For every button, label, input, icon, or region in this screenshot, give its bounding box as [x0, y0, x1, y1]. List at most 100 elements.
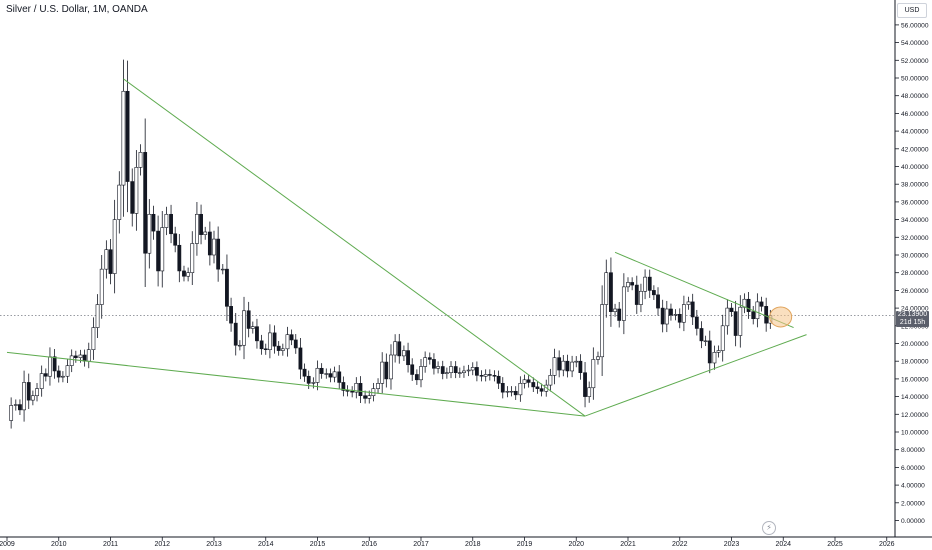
currency-button[interactable]: USD	[897, 3, 927, 18]
candle-body	[39, 373, 44, 389]
candle-body	[341, 382, 346, 391]
candle-body	[56, 370, 61, 378]
candle-body	[280, 348, 285, 351]
candle-body	[570, 361, 575, 372]
candle-body	[48, 356, 52, 377]
candle-body	[195, 213, 199, 244]
trendline[interactable]	[584, 334, 807, 417]
y-tick-label: 32.00000	[901, 235, 929, 242]
candle-body	[250, 326, 255, 329]
candle-body	[617, 308, 622, 321]
candle-body	[609, 272, 613, 312]
candle-body	[151, 213, 156, 232]
candle-body	[233, 322, 238, 346]
y-tick-label: 0.00000	[901, 518, 925, 525]
candle-body	[311, 382, 316, 384]
candle-body	[596, 356, 600, 360]
candle-body	[86, 349, 91, 362]
candle-body	[634, 284, 639, 305]
candle-body	[604, 272, 609, 305]
y-tick-label: 28.00000	[901, 270, 929, 277]
candle-body	[522, 379, 527, 384]
highlight-ellipse[interactable]	[769, 306, 793, 328]
y-tick-label: 12.00000	[901, 412, 929, 419]
candle-body	[255, 326, 259, 342]
x-tick-label: 2022	[672, 541, 688, 548]
trendline[interactable]	[6, 351, 586, 417]
candle-body	[535, 386, 540, 389]
candle-body	[496, 375, 501, 384]
y-axis-ticks: 0.00000 2.00000 4.00000 6.00000 8.00000 10.00…	[895, 22, 929, 525]
candle-body	[436, 366, 440, 369]
candle-body	[410, 364, 415, 375]
candle-body	[746, 298, 751, 312]
candle-body	[440, 366, 445, 374]
y-tick-label: 8.00000	[901, 447, 925, 454]
x-tick-label: 2010	[51, 541, 67, 548]
candle-body	[397, 341, 402, 357]
candle-body	[487, 374, 492, 376]
y-tick-label: 6.00000	[901, 465, 925, 472]
candle-body	[354, 383, 359, 393]
candle-body	[82, 354, 87, 362]
trendline[interactable]	[123, 78, 586, 417]
candle-body	[18, 404, 22, 411]
candle-body	[557, 357, 562, 371]
candle-body	[651, 290, 656, 296]
x-tick-label: 2020	[568, 541, 584, 548]
candle-body	[225, 268, 229, 307]
candle-body	[26, 382, 31, 401]
candle-body	[764, 306, 769, 324]
candle-body	[186, 272, 191, 277]
candle-body	[664, 308, 669, 325]
x-tick-label: 2016	[361, 541, 377, 548]
candle-body	[738, 306, 743, 336]
candle-body	[690, 301, 695, 318]
candle-body	[130, 181, 135, 214]
candle-body	[591, 359, 596, 389]
candle-body	[656, 294, 660, 309]
x-tick-label: 2018	[465, 541, 481, 548]
candle-body	[681, 304, 686, 323]
candle-body	[712, 352, 717, 364]
candle-body	[630, 282, 635, 286]
trendlines[interactable]	[6, 78, 807, 417]
y-tick-label: 52.00000	[901, 58, 929, 65]
candle-body	[35, 388, 39, 397]
candle-body	[345, 390, 350, 392]
lightning-icon[interactable]: ⚡	[762, 521, 776, 535]
candle-body	[78, 354, 83, 358]
candle-body	[169, 213, 173, 235]
candle-body	[367, 395, 372, 399]
candle-body	[319, 367, 324, 374]
candle-body	[539, 388, 544, 392]
candle-body	[389, 354, 393, 380]
candle-body	[112, 219, 117, 274]
candle-body	[453, 366, 458, 374]
x-tick-label: 2017	[413, 541, 429, 548]
candle-body	[285, 334, 290, 350]
candle-body	[212, 238, 216, 256]
candle-body	[419, 366, 423, 381]
candle-body	[669, 308, 673, 316]
candle-body	[108, 249, 113, 274]
candle-body	[686, 301, 691, 305]
candle-body	[332, 371, 337, 378]
y-tick-label: 44.00000	[901, 129, 929, 136]
candle-body	[600, 304, 605, 358]
candle-body	[402, 350, 406, 357]
candle-body	[509, 390, 514, 393]
candle-body	[276, 345, 281, 351]
candle-body	[246, 310, 251, 329]
candle-body	[518, 383, 523, 396]
y-tick-label: 30.00000	[901, 253, 929, 260]
candle-body	[125, 90, 130, 182]
candle-body	[207, 231, 212, 256]
candle-body	[513, 390, 518, 396]
candle-body	[444, 372, 449, 374]
candle-body	[199, 213, 203, 235]
candle-body	[720, 325, 725, 351]
candle-body	[751, 311, 756, 320]
trendline[interactable]	[614, 251, 794, 329]
